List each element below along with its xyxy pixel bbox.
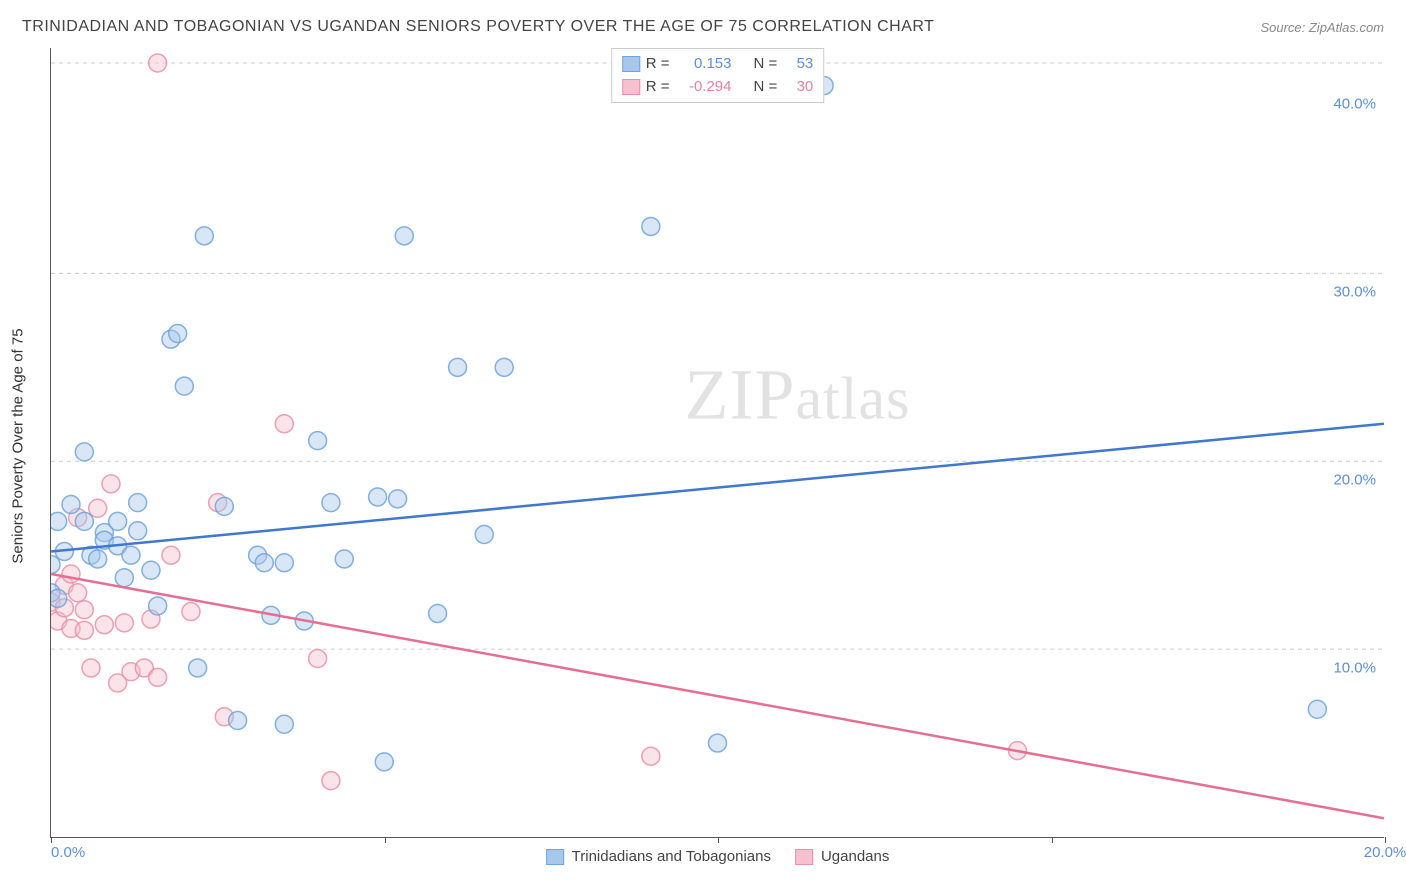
y-axis-label: Seniors Poverty Over the Age of 75 xyxy=(10,328,27,563)
legend-item: Trinidadians and Tobagonians xyxy=(546,848,771,865)
legend-correlation: R =0.153N =53R =-0.294N =30 xyxy=(611,48,825,103)
x-tick-mark xyxy=(385,837,386,843)
legend-item: Ugandans xyxy=(795,848,889,865)
legend-swatch xyxy=(546,849,564,865)
chart-title: TRINIDADIAN AND TOBAGONIAN VS UGANDAN SE… xyxy=(22,18,934,36)
x-tick-mark xyxy=(51,837,52,843)
x-tick-mark xyxy=(1385,837,1386,843)
chart-container: TRINIDADIAN AND TOBAGONIAN VS UGANDAN SE… xyxy=(0,0,1406,892)
legend-label: Ugandans xyxy=(821,848,889,865)
legend-swatch xyxy=(795,849,813,865)
legend-series: Trinidadians and Tobagonians Ugandans xyxy=(546,848,890,865)
y-tick-label: 10.0% xyxy=(1333,659,1376,676)
plot-area: ZIPatlas R =0.153N =53R =-0.294N =30 Tri… xyxy=(50,48,1384,838)
legend-swatch xyxy=(622,56,640,72)
source-attribution: Source: ZipAtlas.com xyxy=(1260,20,1384,35)
legend-label: Trinidadians and Tobagonians xyxy=(572,848,771,865)
y-tick-label: 30.0% xyxy=(1333,283,1376,300)
chart-svg xyxy=(51,48,1384,837)
legend-row: R =0.153N =53 xyxy=(622,53,814,76)
y-tick-label: 20.0% xyxy=(1333,471,1376,488)
x-tick-label: 0.0% xyxy=(51,844,85,861)
legend-row: R =-0.294N =30 xyxy=(622,76,814,99)
watermark: ZIPatlas xyxy=(684,354,910,437)
legend-swatch xyxy=(622,79,640,95)
x-tick-mark xyxy=(1052,837,1053,843)
y-tick-label: 40.0% xyxy=(1333,95,1376,112)
x-tick-mark xyxy=(718,837,719,843)
x-tick-label: 20.0% xyxy=(1364,844,1406,861)
